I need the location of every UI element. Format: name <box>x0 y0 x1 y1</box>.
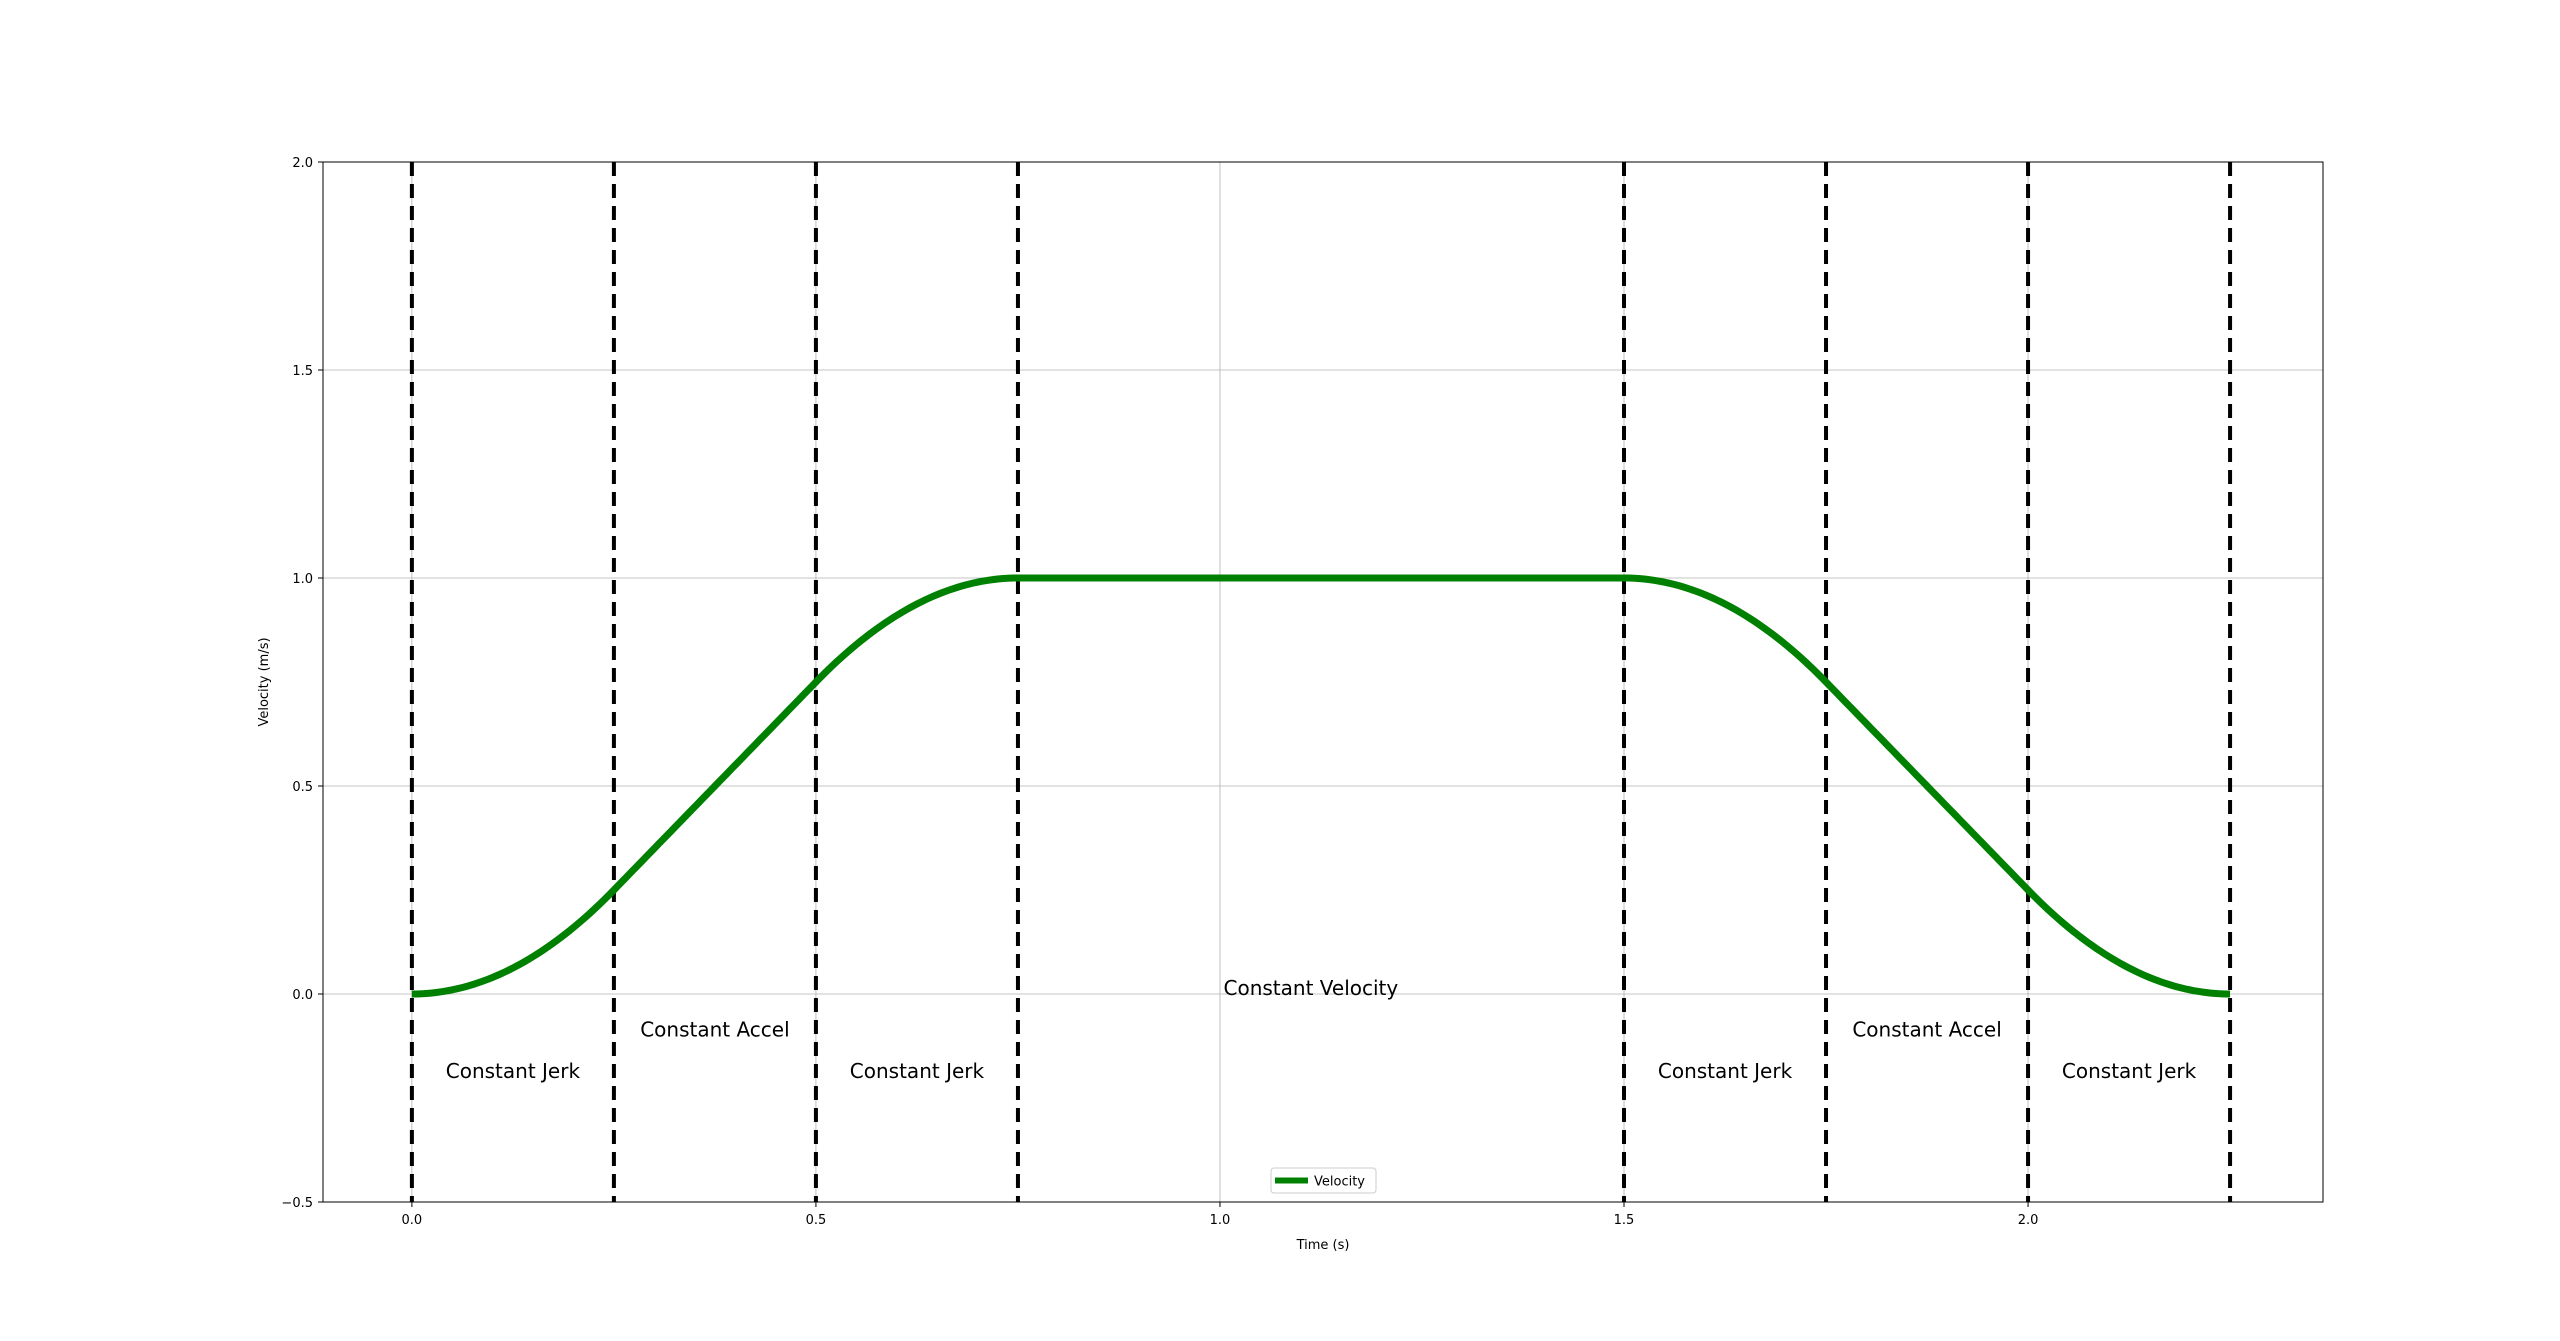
phase-annotation: Constant Velocity <box>1224 976 1399 1000</box>
legend: Velocity <box>1270 1167 1377 1194</box>
y-tick-label: 2.0 <box>292 156 313 171</box>
x-tick-label: 1.0 <box>1210 1213 1231 1228</box>
velocity-series-line <box>411 574 2231 998</box>
phase-annotation: Constant Jerk <box>446 1059 581 1083</box>
y-axis-ticks: −0.5 0.0 0.5 1.0 1.5 2.0 <box>281 156 323 1211</box>
y-tick-label: 1.5 <box>292 364 313 379</box>
plot-frame <box>322 161 2324 1203</box>
x-axis-label: Time (s) <box>1296 1238 1350 1253</box>
y-tick-label: 1.0 <box>292 572 313 587</box>
legend-box <box>1270 1167 1377 1194</box>
phase-annotation: Constant Jerk <box>1658 1059 1793 1083</box>
phase-annotations: Constant Jerk Constant Accel Constant Jerk… <box>446 976 2197 1083</box>
legend-label-velocity: Velocity <box>1314 1175 1365 1190</box>
phase-annotation: Constant Jerk <box>850 1059 985 1083</box>
phase-annotation: Constant Accel <box>640 1017 789 1041</box>
x-tick-label: 0.0 <box>402 1213 423 1228</box>
phase-annotation: Constant Jerk <box>2062 1059 2197 1083</box>
phase-annotation: Constant Accel <box>1852 1017 2001 1041</box>
phase-boundaries <box>409 162 2233 1202</box>
y-tick-label: −0.5 <box>281 1196 313 1211</box>
y-axis-label: Velocity (m/s) <box>257 637 272 726</box>
grid <box>323 161 2323 1203</box>
y-tick-label: 0.0 <box>292 988 313 1003</box>
x-axis-ticks: 0.0 0.5 1.0 1.5 2.0 <box>402 1202 2039 1228</box>
x-tick-label: 2.0 <box>2018 1213 2039 1228</box>
series-layer <box>411 574 2231 998</box>
y-tick-label: 0.5 <box>292 780 313 795</box>
x-tick-label: 1.5 <box>1614 1213 1635 1228</box>
x-tick-label: 0.5 <box>806 1213 827 1228</box>
